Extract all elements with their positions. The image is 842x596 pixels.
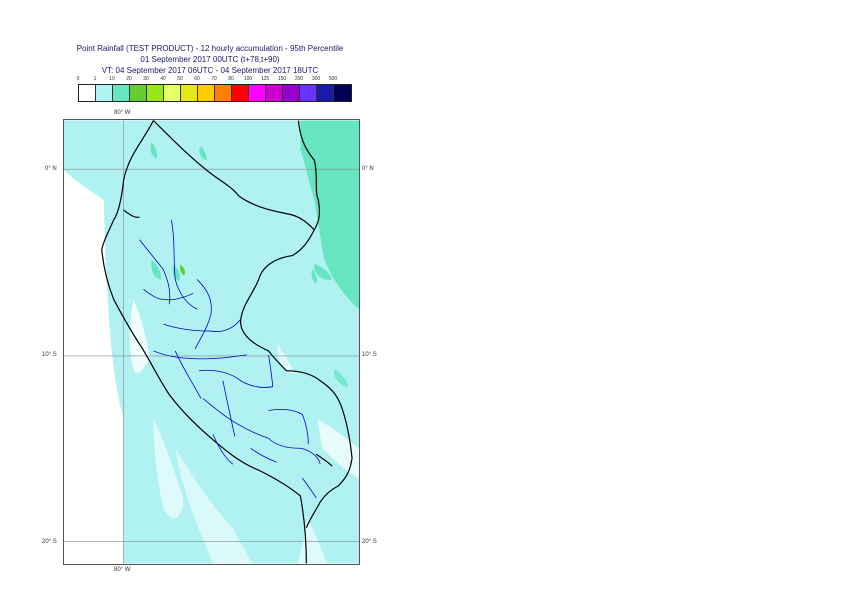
rainfall-map [63,119,360,565]
lat-label-20-right: 20° S [362,539,377,545]
legend-swatch [334,85,351,101]
legend-label: 60 [194,76,200,82]
legend-swatch [266,85,283,101]
lat-label-0-right: 0° N [362,166,374,172]
legend-label: 50 [177,76,183,82]
legend-swatch [96,85,113,101]
legend-swatch [147,85,164,101]
legend-label: 500 [328,76,338,82]
lat-label-0-left: 0° N [45,166,57,172]
legend-swatch [283,85,300,101]
legend-swatch [113,85,130,101]
legend-label: 150 [277,76,287,82]
legend-swatch [181,85,198,101]
color-legend [78,84,352,102]
country-borders [101,120,353,564]
legend-label: 80 [228,76,234,82]
legend-label: 30 [143,76,149,82]
legend-label: 70 [211,76,217,82]
graticule [64,120,359,564]
title-line-2: 01 September 2017 00UTC (t+78,t+90) [140,55,280,64]
legend-label: 300 [311,76,321,82]
title-line-1: Point Rainfall (TEST PRODUCT) - 12 hourl… [76,44,344,53]
legend-label: 10 [109,76,115,82]
lat-label-10-left: 10° S [42,352,57,358]
legend-swatch [300,85,317,101]
rain-20-30-spot [179,264,185,276]
legend-swatch [249,85,266,101]
legend-swatch [317,85,334,101]
legend-swatch [198,85,215,101]
legend-swatch [79,85,96,101]
legend-swatch [130,85,147,101]
legend-labels: 0 1 10 20 30 40 50 60 70 80 100 125 150 200 300 500 [68,76,358,84]
legend-label: 0 [76,76,80,82]
legend-label: 20 [126,76,132,82]
legend-swatch [215,85,232,101]
lon-label-top: 80° W [114,110,131,116]
lat-label-10-right: 10° S [362,352,377,358]
legend-swatch [232,85,249,101]
lat-label-20-left: 20° S [42,539,57,545]
legend-label: 40 [160,76,166,82]
legend-label: 1 [93,76,97,82]
title-line-3: VT: 04 September 2017 06UTC - 04 Septemb… [101,66,319,75]
legend-label: 100 [243,76,253,82]
legend-label: 200 [294,76,304,82]
legend-swatch [164,85,181,101]
regional-borders [139,219,321,499]
lon-label-bottom: 80° W [114,567,131,573]
legend-label: 125 [260,76,270,82]
